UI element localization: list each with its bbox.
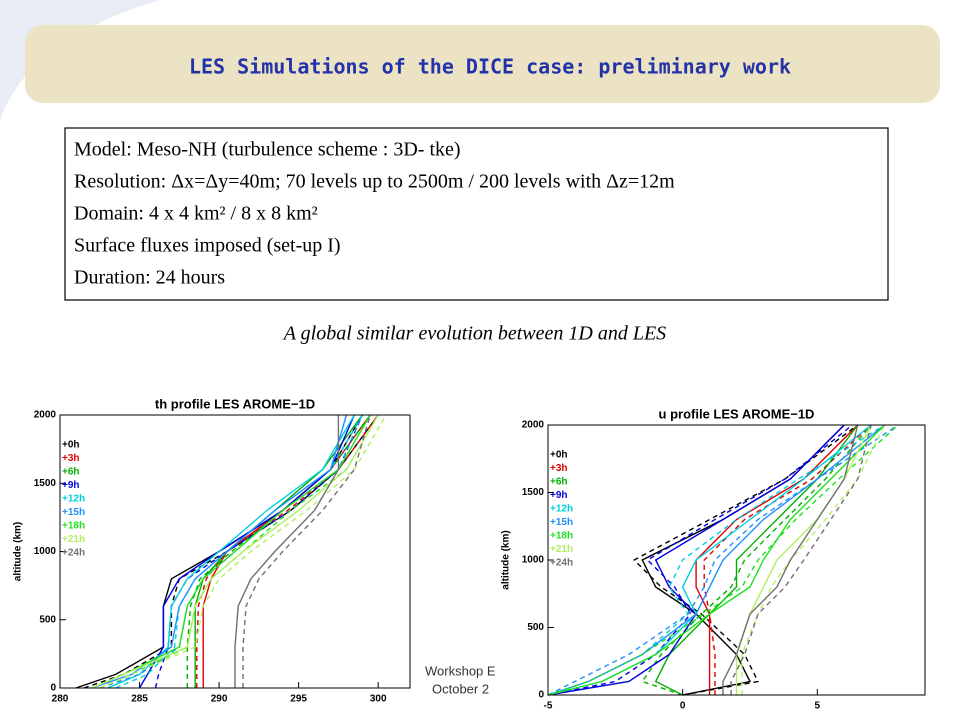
y-tick-label: 0 <box>50 683 56 694</box>
profile-line <box>547 424 845 696</box>
legend-label: +15h <box>62 507 85 518</box>
info-line: Duration: 24 hours <box>74 267 225 289</box>
y-tick-label: 2000 <box>34 410 57 421</box>
y-tick-label: 1000 <box>522 555 545 566</box>
profile-line <box>741 424 886 695</box>
profile-line <box>641 424 872 696</box>
info-line: Model: Meso-NH (turbulence scheme : 3D- … <box>74 139 461 161</box>
footer-text: Workshop E <box>425 663 496 678</box>
profile-line <box>547 424 886 696</box>
y-tick-label: 500 <box>39 614 56 625</box>
legend-label: +18h <box>62 521 85 532</box>
title-banner <box>25 25 940 103</box>
legend-label: +21h <box>62 534 85 545</box>
legend-label: +3h <box>550 463 568 474</box>
y-tick-label: 1500 <box>34 478 57 489</box>
x-tick-label: 295 <box>290 694 307 705</box>
legend-label: +6h <box>62 467 80 478</box>
y-tick-label: 1500 <box>522 487 545 498</box>
x-tick-label: -5 <box>544 701 553 712</box>
profile-line <box>730 424 872 695</box>
legend-label: +12h <box>550 504 573 515</box>
footer-text: October 2 <box>432 681 489 696</box>
profile-line <box>91 414 371 689</box>
legend-label: +0h <box>62 440 80 451</box>
profile-line <box>547 424 899 696</box>
info-line: Domain: 4 x 4 km² / 8 x 8 km² <box>74 203 318 225</box>
legend-label: +3h <box>62 453 80 464</box>
legend-label: +9h <box>62 480 80 491</box>
profile-line <box>547 424 886 696</box>
legend-label: +21h <box>550 544 573 555</box>
chart-background <box>505 400 950 720</box>
x-tick-label: 5 <box>815 701 821 712</box>
legend-label: +15h <box>550 517 573 528</box>
info-box <box>64 127 889 301</box>
y-axis-label: altitude (km) <box>501 530 512 589</box>
legend-label: +6h <box>550 477 568 488</box>
y-tick-label: 1000 <box>34 546 57 557</box>
legend-label: +0h <box>550 450 568 461</box>
profile-line <box>154 414 363 689</box>
profile-line <box>186 414 371 688</box>
profile-line <box>242 414 371 688</box>
profile-line <box>234 415 340 688</box>
x-tick-label: 285 <box>131 694 148 705</box>
legend-label: +24h <box>550 558 573 569</box>
x-tick-label: 290 <box>211 694 228 705</box>
info-line: Surface fluxes imposed (set-up I) <box>74 235 341 257</box>
legend-label: +24h <box>62 548 85 559</box>
plot-frame <box>59 414 411 689</box>
legend-label: +9h <box>550 490 568 501</box>
info-line: Resolution: Δx=Δy=40m; 70 levels up to 2… <box>74 171 675 193</box>
profile-line <box>547 424 853 696</box>
profile-line <box>99 414 379 689</box>
profile-line <box>654 424 859 696</box>
conclusion: A global similar evolution between 1D an… <box>282 323 666 345</box>
x-tick-label: 300 <box>370 694 387 705</box>
y-tick-label: 500 <box>527 622 544 633</box>
x-tick-label: 280 <box>52 694 69 705</box>
plot-frame <box>547 424 926 696</box>
y-tick-label: 0 <box>538 690 544 701</box>
legend-label: +12h <box>62 494 85 505</box>
slide-title: LES Simulations of the DICE case: prelim… <box>189 55 791 79</box>
x-tick-label: 0 <box>680 701 686 712</box>
legend-label: +18h <box>550 531 573 542</box>
y-tick-label: 2000 <box>522 420 545 431</box>
chart-title: th profile LES AROME−1D <box>155 396 315 411</box>
profile-line <box>99 414 387 689</box>
y-axis-label: altitude (km) <box>13 522 24 581</box>
chart-title: u profile LES AROME−1D <box>659 406 815 421</box>
profile-line <box>547 424 885 696</box>
profile-line <box>695 424 859 695</box>
profile-line <box>722 424 859 695</box>
